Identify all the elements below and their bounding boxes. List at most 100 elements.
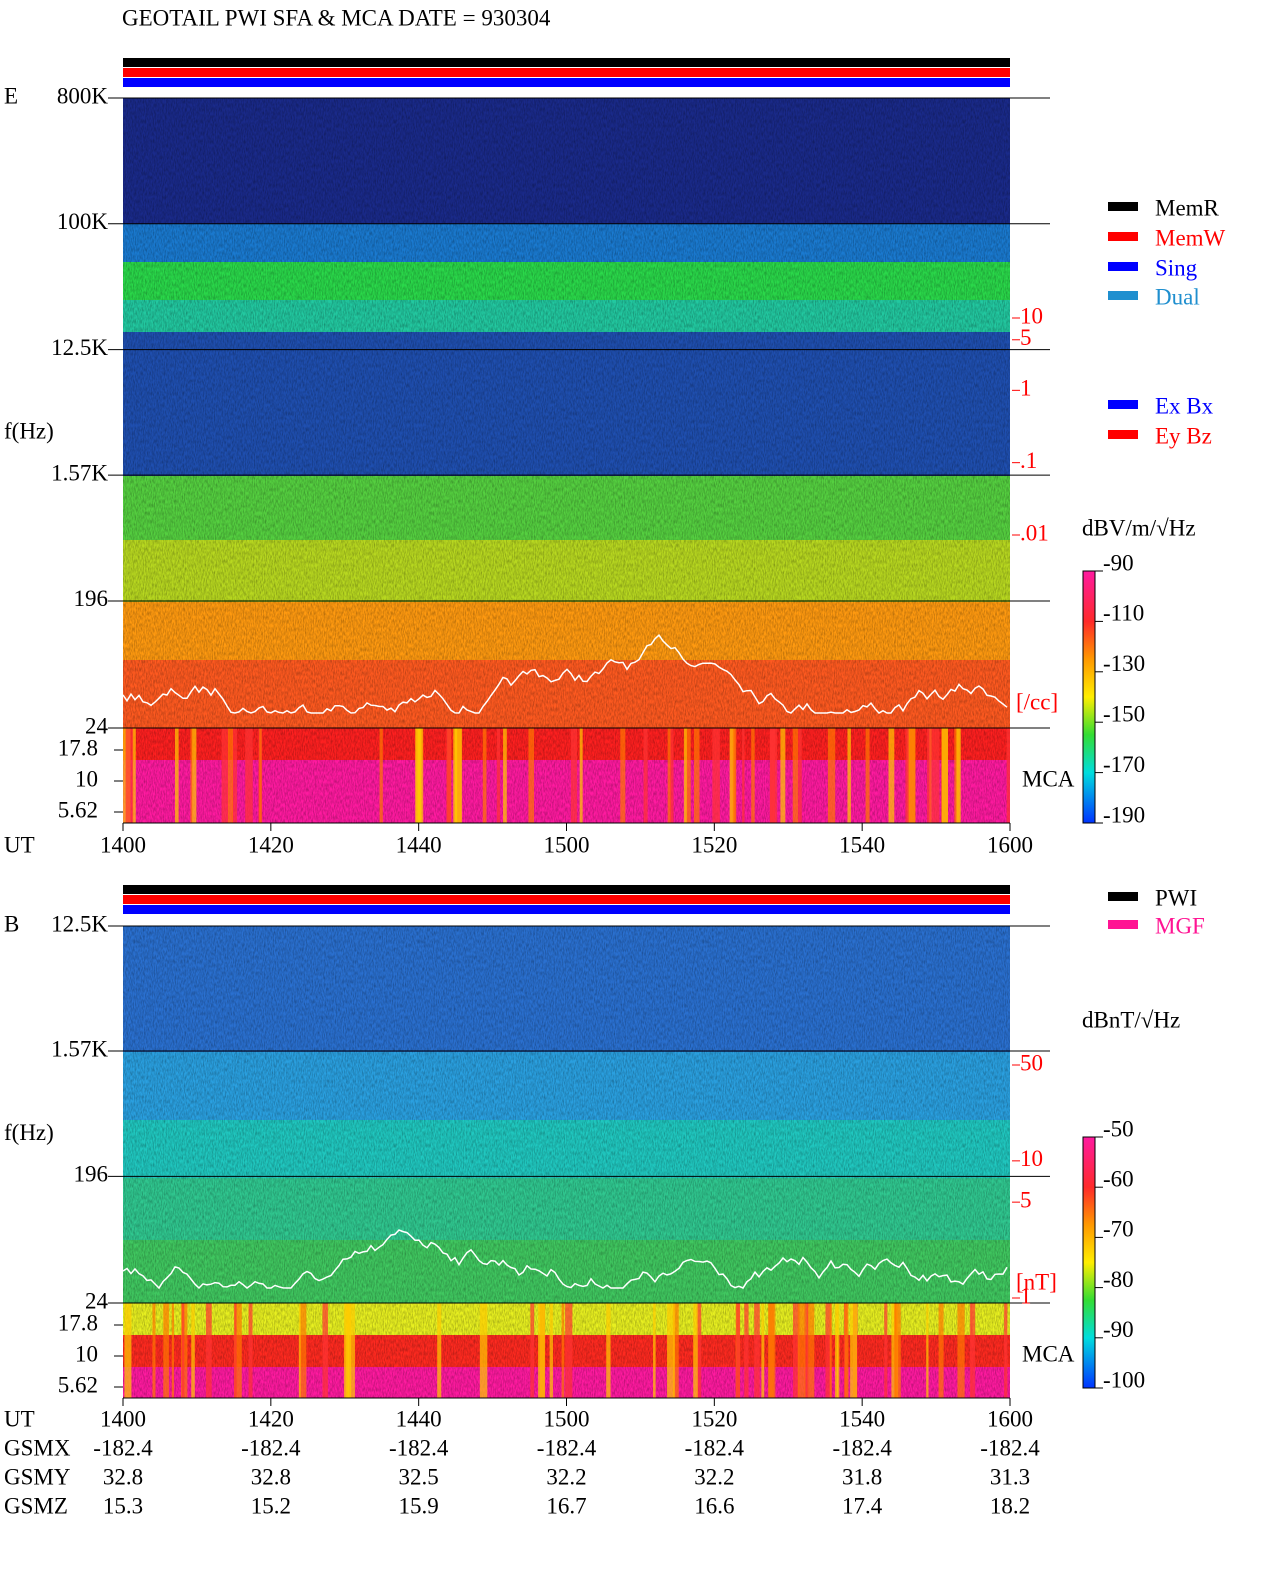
spectrogram-image <box>122 98 1010 1398</box>
legend-swatch <box>1108 232 1138 241</box>
mca-stripe <box>190 728 193 823</box>
legend-label: MemW <box>1155 225 1226 250</box>
y-tick-label: 800K <box>57 83 109 108</box>
mca-stripe <box>653 1303 656 1398</box>
mca-stripe <box>667 728 672 823</box>
mca-stripe <box>379 728 383 823</box>
mca-stripe <box>957 1303 965 1398</box>
mca-stripe <box>245 728 253 823</box>
orbit-value: 31.8 <box>842 1464 882 1489</box>
x-tick-label: 1540 <box>839 1406 885 1431</box>
mca-stripe <box>926 1303 929 1398</box>
mca-stripe <box>124 1303 132 1398</box>
mca-stripe <box>865 728 870 823</box>
mca-stripe <box>446 728 451 823</box>
mca-stripe <box>971 1303 976 1398</box>
colorbar-tick-label: -80 <box>1103 1267 1134 1292</box>
mca-stripe <box>941 728 948 823</box>
status-bar <box>123 68 1010 77</box>
y-tick-label: 24 <box>85 713 109 738</box>
colorbar-tick-label: -60 <box>1103 1166 1134 1191</box>
status-bar <box>123 895 1010 904</box>
colorbar-tick-label: -70 <box>1103 1217 1134 1242</box>
x-tick-label: 1520 <box>691 1406 737 1431</box>
mca-label: MCA <box>1022 1341 1075 1366</box>
density-trace <box>122 1229 1008 1290</box>
x-tick-label: 1400 <box>100 832 146 857</box>
legend-swatch <box>1108 262 1138 271</box>
panel-label: E <box>4 83 18 108</box>
orbit-value: -182.4 <box>980 1435 1040 1460</box>
mca-stripe <box>797 1303 806 1398</box>
mca-stripe <box>234 1303 242 1398</box>
x-tick-label: 1440 <box>396 832 442 857</box>
mca-stripe <box>538 1303 545 1398</box>
mca-tick-label: 5.62 <box>58 797 98 822</box>
mca-stripe <box>248 1303 253 1398</box>
legend-label: Dual <box>1155 284 1200 309</box>
mca-stripe <box>298 1303 302 1398</box>
mca-stripe <box>894 1303 901 1398</box>
mca-stripe <box>205 1303 212 1398</box>
mca-stripe <box>888 728 895 823</box>
density-tick-label: .01 <box>1020 520 1049 545</box>
density-tick-label: 10 <box>1020 1146 1043 1171</box>
mca-stripe <box>836 1303 840 1398</box>
mca-stripe <box>347 1303 355 1398</box>
density-tick-label: 1 <box>1020 376 1032 401</box>
mca-stripe <box>643 728 648 823</box>
mca-label: MCA <box>1022 766 1075 791</box>
legend-swatch <box>1108 202 1138 211</box>
mca-stripe <box>234 1303 237 1398</box>
mca-tick-label: 10 <box>75 766 98 791</box>
mca-stripe <box>152 1303 156 1398</box>
mca-stripe <box>503 728 507 823</box>
status-bar <box>123 58 1010 67</box>
mca-stripe <box>768 1303 774 1398</box>
density-tick-label: 50 <box>1020 1050 1043 1075</box>
orbit-value: -182.4 <box>93 1435 153 1460</box>
mca-stripe <box>835 1303 839 1398</box>
x-tick-label: 1500 <box>544 1406 590 1431</box>
colorbar-label: dBV/m/√Hz <box>1082 515 1196 540</box>
mca-stripe <box>804 1303 809 1398</box>
legend-swatch <box>1108 892 1138 901</box>
mca-stripe <box>454 728 463 823</box>
x-tick-label: 1520 <box>691 832 737 857</box>
mca-stripe <box>570 728 578 823</box>
legend-swatch <box>1108 920 1138 929</box>
y-tick-label: 12.5K <box>51 911 108 936</box>
colorbar-tick-label: -50 <box>1103 1116 1134 1141</box>
mca-stripe <box>528 728 535 823</box>
mca-stripe <box>931 728 940 823</box>
y-tick-label: 24 <box>85 1288 109 1313</box>
legend-swatch <box>1108 430 1138 439</box>
legend-label: MemR <box>1155 195 1220 220</box>
mca-stripe <box>163 1303 169 1398</box>
colorbar-tick-label: -110 <box>1103 601 1144 626</box>
x-tick-label: 1600 <box>987 832 1033 857</box>
mca-stripe <box>792 728 799 823</box>
colorbar-tick-label: -170 <box>1103 752 1145 777</box>
mca-stripe <box>754 1303 760 1398</box>
mca-stripe <box>844 1303 849 1398</box>
mca-stripe <box>667 1303 675 1398</box>
y-axis-label: f(Hz) <box>4 1120 54 1145</box>
mca-stripe <box>696 1303 702 1398</box>
orbit-value: 15.2 <box>251 1493 291 1518</box>
mca-stripe <box>792 1303 800 1398</box>
mca-stripe <box>171 1303 175 1398</box>
mca-stripe <box>561 1303 565 1398</box>
density-tick-label: .1 <box>1020 448 1037 473</box>
density-tick-label: 5 <box>1020 1187 1032 1212</box>
mca-stripe <box>181 1303 185 1398</box>
mca-stripe <box>496 728 500 823</box>
mca-stripe <box>1004 1303 1008 1398</box>
mca-tick-label: 5.62 <box>58 1372 98 1397</box>
mca-stripe <box>416 728 421 823</box>
x-tick-label: 1420 <box>248 1406 294 1431</box>
orbit-value: 16.7 <box>546 1493 586 1518</box>
mca-stripe <box>549 1303 553 1398</box>
orbit-value: 32.2 <box>694 1464 734 1489</box>
